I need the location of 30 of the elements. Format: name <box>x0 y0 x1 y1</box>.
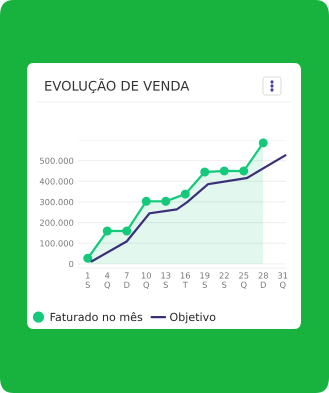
point <box>180 190 190 199</box>
point <box>122 226 132 236</box>
point <box>200 167 210 177</box>
x-tick-label: 22 S <box>220 272 229 288</box>
legend-label: Objetivo <box>170 312 216 324</box>
x-tick-label: 19 S <box>200 272 210 288</box>
point <box>142 196 151 206</box>
x-tick-label: 7 D <box>124 272 130 288</box>
point <box>83 254 92 263</box>
point <box>239 166 248 176</box>
x-tick-label: 16 T <box>180 272 190 288</box>
y-tick-label: 400.000 <box>40 178 74 185</box>
x-tick-label: 13 S <box>161 272 170 288</box>
y-tick-label: 300.000 <box>40 198 74 206</box>
x-tick-label: 28 D <box>258 272 268 288</box>
x-tick-label: 1 S <box>86 272 90 288</box>
x-tick-label: 31 Q <box>278 272 288 289</box>
y-tick-label: 500.000 <box>40 158 74 164</box>
y-tick-label: 100.000 <box>40 240 74 247</box>
point <box>102 226 112 236</box>
point <box>161 196 170 206</box>
x-tick-label: 4 Q <box>104 272 110 289</box>
x-tick-label: 10 Q <box>142 272 151 289</box>
point <box>258 138 268 148</box>
point <box>220 166 229 176</box>
legend-label: Faturado no mês <box>50 312 142 322</box>
chart-title: EVOLUÇÃO DE VENDA <box>45 78 190 94</box>
x-tick-label: 25 Q <box>239 272 248 289</box>
y-tick-label: 0 <box>69 260 74 268</box>
y-tick-label: 200.000 <box>40 220 74 226</box>
